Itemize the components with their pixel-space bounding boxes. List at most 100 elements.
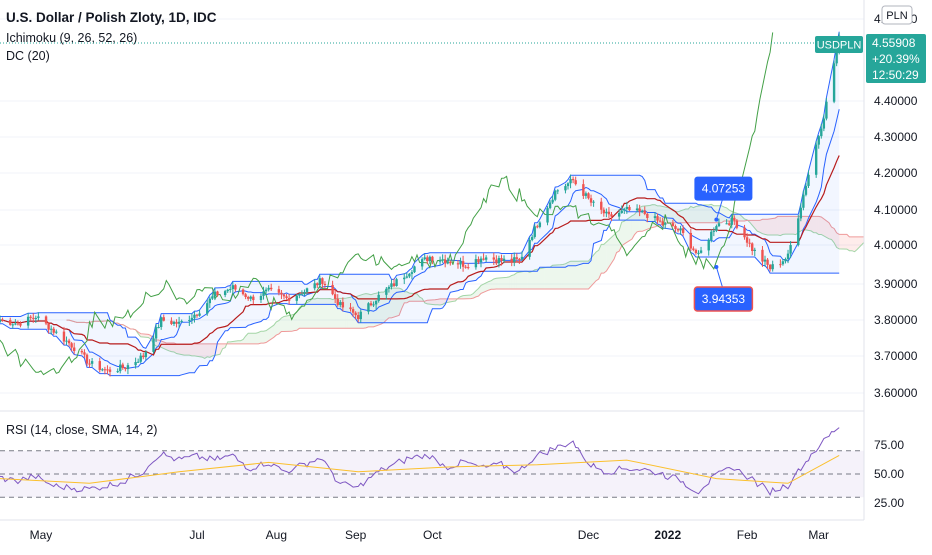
candles — [0, 32, 841, 377]
rsi-ma-line — [0, 454, 840, 484]
donchian-label[interactable]: DC (20) — [6, 49, 50, 63]
time-tick-label: Aug — [266, 528, 287, 542]
candle-up — [664, 221, 667, 229]
candle-down — [571, 176, 575, 184]
candle-down — [16, 320, 20, 326]
candle-up — [410, 269, 414, 280]
candle-up — [556, 189, 559, 195]
candle-up — [513, 252, 516, 267]
candle-up — [249, 295, 252, 302]
ichimoku-lines — [0, 32, 840, 376]
candle-up — [717, 218, 721, 228]
callout-high: 4.07253 — [694, 176, 753, 222]
candle-up — [528, 237, 531, 260]
ichimoku-label[interactable]: Ichimoku (9, 26, 52, 26) — [6, 31, 137, 45]
callout-label: 3.94353 — [702, 292, 746, 306]
candle-down — [515, 253, 519, 263]
candle-up — [305, 287, 309, 295]
candle-down — [142, 352, 145, 360]
rsi-axis[interactable]: 75.00 50.00 25.00 — [874, 438, 904, 510]
rsi-label[interactable]: RSI (14, close, SMA, 14, 2) — [6, 423, 157, 437]
candle-up — [533, 224, 536, 239]
candle-up — [699, 246, 703, 254]
candle-down — [98, 357, 101, 373]
candle-up — [116, 368, 119, 374]
candle-up — [569, 174, 572, 189]
candle-up — [405, 272, 409, 279]
candle-up — [303, 289, 306, 297]
lagging-span — [0, 32, 774, 376]
candle-up — [49, 325, 53, 335]
candle-up — [177, 316, 181, 329]
candle-down — [582, 179, 585, 199]
candle-down — [44, 315, 48, 326]
candle-up — [377, 291, 380, 303]
candle-up — [154, 323, 158, 343]
candle-down — [495, 255, 498, 266]
candle-up — [11, 323, 14, 329]
currency-badge[interactable]: PLN — [886, 10, 907, 22]
candle-down — [733, 215, 736, 225]
candle-up — [206, 299, 209, 316]
time-axis[interactable]: May Jul Aug Sep Oct Dec 2022 Feb Mar — [30, 528, 829, 542]
price-tick-label: 4.00000 — [874, 238, 918, 252]
candle-up — [157, 324, 160, 329]
candle-down — [351, 306, 355, 317]
candle-up — [152, 335, 155, 354]
candle-up — [479, 256, 483, 268]
candle-up — [211, 293, 214, 300]
candle-down — [246, 295, 250, 301]
candle-up — [807, 170, 810, 188]
candle-up — [520, 251, 524, 261]
candle-up — [640, 209, 644, 214]
candle-up — [592, 200, 595, 207]
candle-up — [55, 329, 58, 335]
candle-down — [676, 227, 680, 233]
candle-down — [106, 365, 109, 375]
candle-up — [566, 182, 570, 190]
candle-up — [548, 200, 552, 210]
candle-down — [536, 224, 539, 229]
candle-down — [500, 254, 503, 266]
candle-down — [62, 326, 66, 345]
candle-down — [692, 246, 695, 252]
candle-down — [392, 278, 396, 288]
candle-up — [799, 203, 803, 222]
candle-down — [29, 315, 32, 322]
candle-up — [679, 225, 682, 235]
time-tick-label: Dec — [578, 528, 599, 542]
candle-down — [656, 213, 659, 224]
candle-up — [474, 254, 478, 270]
candle-down — [443, 254, 447, 268]
candle-down — [88, 359, 91, 368]
candle-up — [538, 221, 542, 229]
candle-up — [385, 286, 388, 300]
candle-up — [408, 273, 411, 279]
candle-down — [195, 313, 199, 318]
candle-down — [108, 366, 112, 377]
candle-down — [282, 293, 286, 300]
candle-down — [482, 253, 485, 261]
candle-down — [743, 224, 746, 240]
candle-up — [786, 249, 790, 264]
callout-low: 3.94353 — [693, 265, 754, 312]
candle-up — [180, 319, 183, 323]
candle-up — [712, 227, 716, 237]
candle-down — [9, 317, 12, 326]
rsi-line — [0, 427, 840, 497]
candle-down — [456, 260, 460, 269]
candle-up — [781, 259, 785, 266]
candle-down — [270, 283, 273, 291]
candle-down — [80, 348, 84, 355]
candle-up — [820, 123, 823, 139]
candle-down — [689, 229, 693, 251]
candle-up — [403, 273, 406, 285]
candle-down — [610, 211, 613, 221]
candle-down — [768, 263, 772, 272]
candle-down — [241, 288, 245, 296]
time-tick-label: Oct — [423, 528, 442, 542]
candle-up — [190, 313, 194, 325]
candle-up — [551, 195, 554, 204]
candle-down — [751, 242, 754, 256]
